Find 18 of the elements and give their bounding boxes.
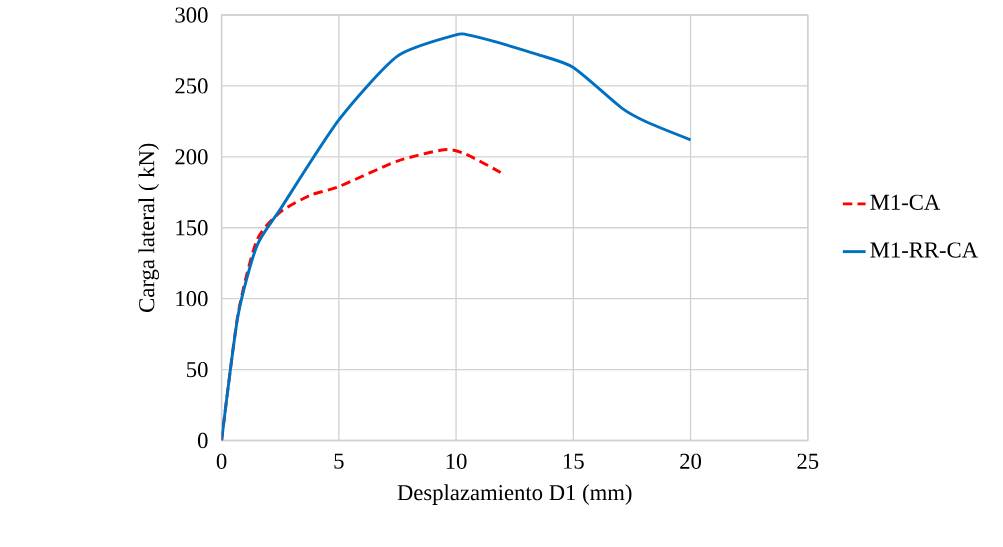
- line-series: [221, 32, 693, 441]
- x-tick-label: 15: [563, 453, 584, 469]
- y-tick-label: 200: [175, 149, 208, 165]
- legend-label: M1-CA: [870, 194, 941, 210]
- x-tick-label: 5: [334, 453, 344, 469]
- x-tick-label: 0: [216, 453, 227, 470]
- y-axis-title: Carga lateral ( kN): [138, 143, 160, 312]
- legend-label: M1-RR-CA: [870, 242, 978, 258]
- y-tick-label: 150: [176, 220, 208, 236]
- x-tick-label: 20: [680, 453, 702, 470]
- x-axis-title: Desplazamiento D1 (mm): [397, 484, 632, 505]
- y-tick-label: 50: [187, 361, 208, 378]
- y-tick-label: 0: [197, 432, 208, 449]
- x-tick-label: 10: [446, 453, 467, 470]
- y-tick-label: 300: [175, 7, 208, 23]
- y-tick-label: 250: [175, 78, 208, 94]
- x-tick-label: 25: [797, 453, 819, 469]
- y-tick-label: 100: [176, 291, 208, 307]
